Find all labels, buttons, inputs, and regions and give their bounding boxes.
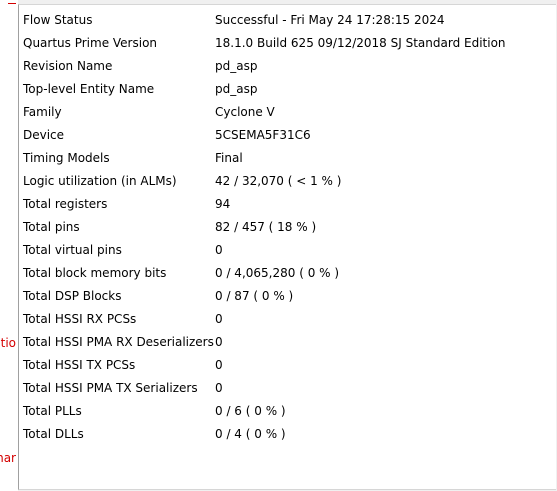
table-row: Revision Name pd_asp [19, 55, 555, 78]
row-key: Quartus Prime Version [23, 36, 158, 50]
row-value: 42 / 32,070 ( < 1 % ) [215, 174, 342, 188]
row-value: 0 [215, 312, 223, 326]
row-value: 0 [215, 381, 223, 395]
clipped-label-2: nar [0, 451, 16, 465]
row-value: 0 / 87 ( 0 % ) [215, 289, 294, 303]
row-value: 94 [215, 197, 231, 211]
table-row: Device 5CSEMA5F31C6 [19, 124, 555, 147]
row-key: Total virtual pins [23, 243, 122, 257]
row-value: 0 [215, 335, 223, 349]
table-row: Logic utilization (in ALMs) 42 / 32,070 … [19, 170, 555, 193]
row-value: 0 [215, 358, 223, 372]
row-key: Total PLLs [23, 404, 82, 418]
row-value: Final [215, 151, 243, 165]
table-row: Total registers 94 [19, 193, 555, 216]
table-row: Top-level Entity Name pd_asp [19, 78, 555, 101]
table-row: Total DSP Blocks 0 / 87 ( 0 % ) [19, 285, 555, 308]
table-row: Quartus Prime Version 18.1.0 Build 625 0… [19, 32, 555, 55]
row-key: Logic utilization (in ALMs) [23, 174, 177, 188]
row-key: Total block memory bits [23, 266, 167, 280]
row-value: pd_asp [215, 82, 258, 96]
table-row: Total DLLs 0 / 4 ( 0 % ) [19, 423, 555, 446]
table-row: Total HSSI RX PCSs 0 [19, 308, 555, 331]
row-key: Total registers [23, 197, 108, 211]
row-value: 0 [215, 243, 223, 257]
row-key: Total DSP Blocks [23, 289, 122, 303]
row-value: Cyclone V [215, 105, 275, 119]
row-value: Successful - Fri May 24 17:28:15 2024 [215, 13, 445, 27]
table-row: Total PLLs 0 / 6 ( 0 % ) [19, 400, 555, 423]
row-key: Flow Status [23, 13, 93, 27]
row-key: Revision Name [23, 59, 113, 73]
table-row: Total virtual pins 0 [19, 239, 555, 262]
left-panel-fragment: atio nar [0, 0, 18, 491]
row-value: 18.1.0 Build 625 09/12/2018 SJ Standard … [215, 36, 506, 50]
table-row: Total HSSI PMA TX Serializers 0 [19, 377, 555, 400]
row-value: 82 / 457 ( 18 % ) [215, 220, 317, 234]
row-key: Total HSSI RX PCSs [23, 312, 137, 326]
row-value: 0 / 6 ( 0 % ) [215, 404, 286, 418]
row-value: 0 / 4,065,280 ( 0 % ) [215, 266, 340, 280]
row-key: Total pins [23, 220, 80, 234]
row-key: Total HSSI TX PCSs [23, 358, 136, 372]
table-row: Flow Status Successful - Fri May 24 17:2… [19, 9, 555, 32]
table-row: Total HSSI PMA RX Deserializers 0 [19, 331, 555, 354]
row-key: Top-level Entity Name [23, 82, 155, 96]
row-key: Total HSSI PMA TX Serializers [23, 381, 198, 395]
row-key: Total DLLs [23, 427, 84, 441]
row-key: Family [23, 105, 62, 119]
table-row: Total block memory bits 0 / 4,065,280 ( … [19, 262, 555, 285]
flow-summary-table: Flow Status Successful - Fri May 24 17:2… [18, 4, 556, 490]
corner-mark [8, 0, 16, 4]
table-row: Total pins 82 / 457 ( 18 % ) [19, 216, 555, 239]
row-key: Total HSSI PMA RX Deserializers [23, 335, 214, 349]
row-key: Timing Models [23, 151, 110, 165]
row-key: Device [23, 128, 65, 142]
table-row: Total HSSI TX PCSs 0 [19, 354, 555, 377]
table-row: Family Cyclone V [19, 101, 555, 124]
clipped-label-1: atio [0, 336, 16, 350]
table-row: Timing Models Final [19, 147, 555, 170]
row-value: pd_asp [215, 59, 258, 73]
row-value: 0 / 4 ( 0 % ) [215, 427, 286, 441]
row-value: 5CSEMA5F31C6 [215, 128, 311, 142]
